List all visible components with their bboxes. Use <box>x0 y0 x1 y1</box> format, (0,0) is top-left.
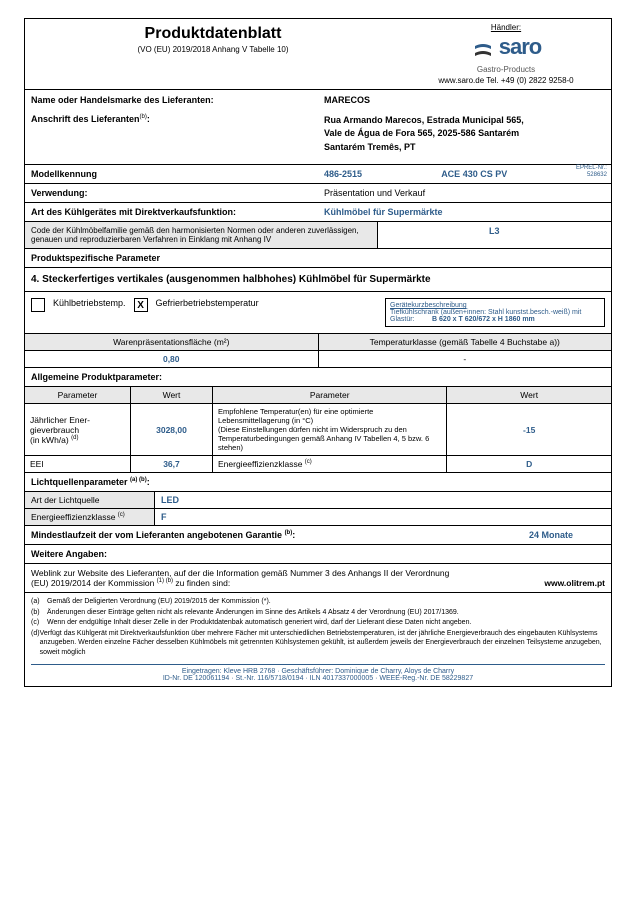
table-row: 0,80 - <box>25 351 611 368</box>
footnotes: (a)Gemäß der Deligierten Verordnung (EU)… <box>25 593 611 662</box>
logo-icon <box>471 39 495 65</box>
r1p1: Jährlicher Ener­gieverbrauch (in kWh/a) … <box>25 404 130 456</box>
warranty-label: Mindestlaufzeit der vom Lieferanten ange… <box>25 526 491 544</box>
table-row: Parameter Wert Parameter Wert <box>25 387 611 404</box>
footnote-d: (d)Verfügt das Kühlgerät mit Direktverka… <box>31 629 605 657</box>
dealer-label: Händler: <box>405 23 607 32</box>
device-description-box: Gerätekurzbeschreibung Tiefkühlschrank (… <box>385 298 605 327</box>
logo-text: saro <box>499 34 541 59</box>
supplier-name-row: Name oder Handelsmarke des Lieferanten: … <box>25 90 611 110</box>
logo-subtext: Gastro-Products <box>405 65 607 74</box>
warranty-value: 24 Monate <box>491 526 611 544</box>
header-left: Produktdatenblatt (VO (EU) 2019/2018 Anh… <box>25 19 401 89</box>
light-type-value: LED <box>155 492 185 508</box>
model-label: Modellkennung <box>25 165 318 183</box>
pres-area-table: Warenpräsentationsfläche (m²) Temperatur… <box>25 334 611 368</box>
supplier-addr-value: Rua Armando Marecos, Estrada Municipal 5… <box>318 110 611 165</box>
prodspec-title: Produktspezifische Parameter <box>25 249 611 268</box>
section4-title: 4. Steckerfertiges vertikales (ausgenomm… <box>25 268 611 292</box>
footnote-c: (c)Wenn der endgültige Inhalt dieser Zel… <box>31 618 605 627</box>
th-param1: Parameter <box>25 387 130 404</box>
desc-title: Gerätekurzbeschreibung <box>390 302 600 309</box>
pres-area-h1: Warenpräsentationsfläche (m²) <box>25 334 318 351</box>
addr-line2: Vale de Água de Fora 565, 2025-586 Santa… <box>324 127 605 141</box>
familycode-row: Code der Kühlmöbelfamilie gemäß den harm… <box>25 222 611 249</box>
eprel-label: EPREL-Nr.: <box>564 165 607 172</box>
r2v1: 36,7 <box>130 456 212 473</box>
model-name: ACE 430 CS PV <box>435 165 564 183</box>
light-type-label: Art der Lichtquelle <box>25 492 155 508</box>
addr-line3: Santarém Tremês, PT <box>324 141 605 155</box>
supplier-name-label: Name oder Handelsmarke des Lieferanten: <box>25 90 318 110</box>
pres-area-v2: - <box>318 351 611 368</box>
table-row: Jährlicher Ener­gieverbrauch (in kWh/a) … <box>25 404 611 456</box>
desc-line1: Tiefkühlschrank (außen+innen: Stahl kuns… <box>390 309 600 316</box>
footnote-a: (a)Gemäß der Deligierten Verordnung (EU)… <box>31 597 605 606</box>
eprel-value: 528632 <box>564 172 607 179</box>
chk-freezing: X <box>134 298 148 312</box>
familycode-label: Code der Kühlmöbelfamilie gemäß den harm… <box>25 222 377 248</box>
r2p2: Energieeffizienzklasse (c) <box>213 456 447 473</box>
light-class-value: F <box>155 509 173 525</box>
weblink-row: Weblink zur Website des Lieferanten, auf… <box>25 564 611 593</box>
usage-row: Verwendung: Präsentation und Verkauf <box>25 184 611 203</box>
table-row: EEI 36,7 Energieeffizienzklasse (c) D <box>25 456 611 473</box>
footer: Eingetragen: Kleve HRB 2768 · Geschäftsf… <box>31 664 605 682</box>
desc-line2b: B 620 x T 620/672 x H 1860 mm <box>432 316 535 323</box>
table-row: Warenpräsentationsfläche (m²) Temperatur… <box>25 334 611 351</box>
r2p1: EEI <box>25 456 130 473</box>
th-param2: Parameter <box>213 387 447 404</box>
light-class-label: Energieeffizienzklasse (c) <box>25 509 155 525</box>
footer-line1: Eingetragen: Kleve HRB 2768 · Geschäftsf… <box>31 668 605 675</box>
r1v1: 3028,00 <box>130 404 212 456</box>
familycode-value: L3 <box>377 222 611 248</box>
light-title: Lichtquellenparameter <box>31 477 128 487</box>
model-row: Modellkennung 486-2515 ACE 430 CS PV EPR… <box>25 165 611 184</box>
light-class-row: Energieeffizienzklasse (c) F <box>25 509 611 526</box>
checkbox-row: Kühlbetriebstemp. X Gefrierbetriebstempe… <box>25 292 611 334</box>
header: Produktdatenblatt (VO (EU) 2019/2018 Anh… <box>25 19 611 90</box>
usage-value: Präsentation und Verkauf <box>318 184 611 202</box>
eprel: EPREL-Nr.: 528632 <box>564 165 611 183</box>
supplier-name-value: MARECOS <box>318 90 611 110</box>
light-title-row: Lichtquellenparameter (a) (b): <box>25 473 611 492</box>
desc-line2a: Glastür: <box>390 316 415 323</box>
type-label: Art des Kühlgerätes mit Direktverkaufsfu… <box>25 203 318 221</box>
supplier-addr-label-cell: Anschrift des Lieferanten(b): <box>25 110 318 165</box>
weblink-text2: (EU) 2019/2014 der Kommission (1) (b) zu… <box>31 578 534 588</box>
gen-params-title: Allgemeine Produktparameter: <box>25 368 611 387</box>
header-right: Händler: saro Gastro-Products www.saro.d… <box>401 19 611 89</box>
contact-line: www.saro.de Tel. +49 (0) 2822 9258-0 <box>405 76 607 85</box>
chk-cooling-label: Kühlbetriebstemp. <box>53 298 126 308</box>
further-label: Weitere Angaben: <box>25 545 611 564</box>
model-code: 486-2515 <box>318 165 435 183</box>
pres-area-v1: 0,80 <box>25 351 318 368</box>
saro-logo: saro Gastro-Products <box>405 34 607 74</box>
footnote-b: (b)Änderungen dieser Einträge gelten nic… <box>31 608 605 617</box>
type-row: Art des Kühlgerätes mit Direktverkaufsfu… <box>25 203 611 222</box>
supplier-addr-label: Anschrift des Lieferanten <box>31 114 140 124</box>
r1p2: Empfohlene Temperatur(en) für eine opti­… <box>213 404 447 456</box>
light-type-row: Art der Lichtquelle LED <box>25 492 611 509</box>
chk-freezing-label: Gefrierbetriebstemperatur <box>156 298 259 308</box>
type-value: Kühlmöbel für Supermärkte <box>318 203 611 221</box>
r2v2: D <box>447 456 611 473</box>
page-subtitle: (VO (EU) 2019/2018 Anhang V Tabelle 10) <box>29 45 397 54</box>
page-title: Produktdatenblatt <box>29 25 397 43</box>
usage-label: Verwendung: <box>25 184 318 202</box>
weblink-url: www.olitrem.pt <box>534 578 605 588</box>
weblink-text1: Weblink zur Website des Lieferanten, auf… <box>31 568 605 578</box>
supplier-addr-row: Anschrift des Lieferanten(b): Rua Armand… <box>25 110 611 166</box>
footer-line2: ID-Nr. DE 120061194 · St.-Nr. 116/5718/0… <box>31 675 605 682</box>
sup-b: (b) <box>140 114 147 120</box>
warranty-row: Mindestlaufzeit der vom Lieferanten ange… <box>25 526 611 545</box>
chk-cooling <box>31 298 45 312</box>
th-wert2: Wert <box>447 387 611 404</box>
datasheet-page: Produktdatenblatt (VO (EU) 2019/2018 Anh… <box>24 18 612 687</box>
th-wert1: Wert <box>130 387 212 404</box>
r1v2: -15 <box>447 404 611 456</box>
pres-area-h2: Temperaturklasse (gemäß Tabelle 4 Buchst… <box>318 334 611 351</box>
gen-params-table: Parameter Wert Parameter Wert Jährlicher… <box>25 387 611 473</box>
addr-line1: Rua Armando Marecos, Estrada Municipal 5… <box>324 114 605 128</box>
